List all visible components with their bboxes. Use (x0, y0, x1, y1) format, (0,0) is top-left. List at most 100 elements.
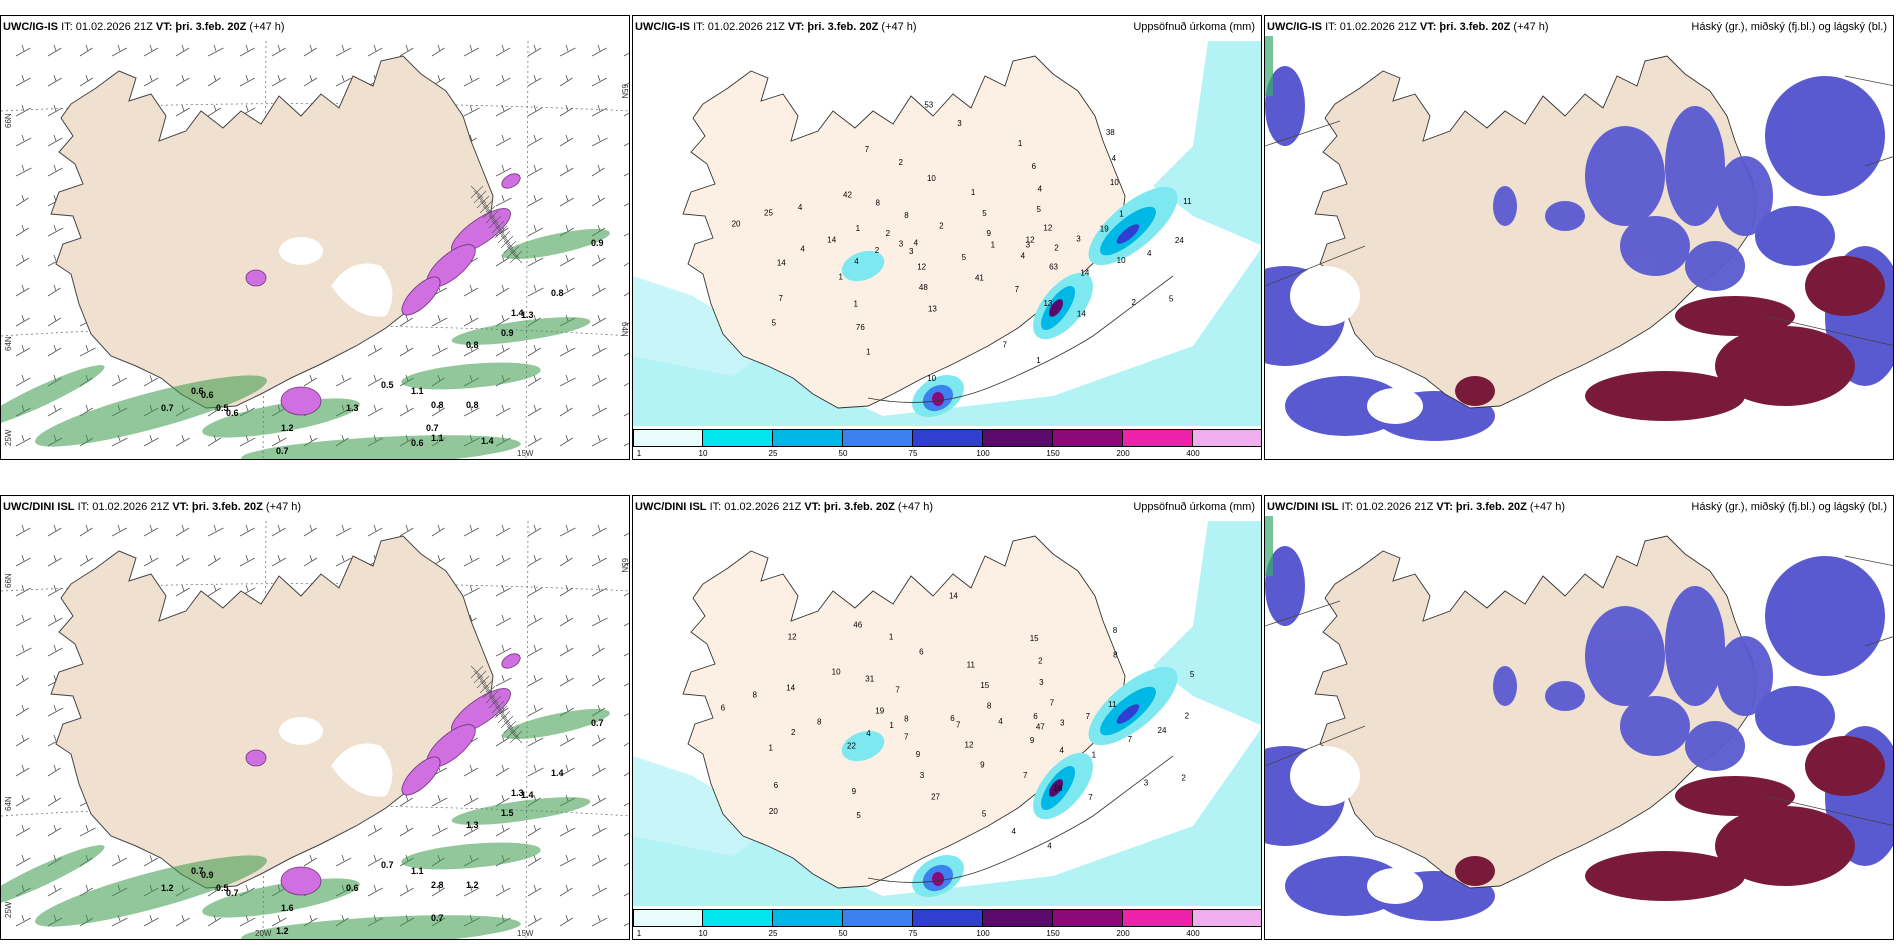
precip-value: 1 (971, 188, 976, 197)
precip-value: 25 (764, 209, 773, 218)
lat-label-right: 65N (620, 84, 629, 99)
precip-value: 5 (982, 809, 987, 818)
wind-value: 0.7 (591, 718, 604, 728)
precip-value: 8 (752, 691, 757, 700)
precip-value: 7 (1086, 712, 1091, 721)
precip-value: 13 (1043, 299, 1052, 308)
precip-value: 14 (1080, 269, 1089, 278)
panel-title: UWC/DINI ISL IT: 01.02.2026 21Z VT: þri.… (635, 501, 934, 513)
precip-value: 4 (798, 203, 803, 212)
colorbar-swatch (1053, 429, 1123, 447)
wind-value: 0.7 (426, 423, 439, 433)
colorbar-tick-label: 200 (1116, 449, 1130, 458)
precip-value: 10 (1110, 178, 1119, 187)
precip-value: 9 (980, 761, 985, 770)
precip-value: 6 (919, 648, 924, 657)
precip-value: 1 (889, 632, 894, 641)
precip-value: 14 (949, 592, 958, 601)
lat-label: 66N (4, 113, 13, 128)
colorbar-swatch (703, 429, 773, 447)
wind-value: 1.6 (281, 903, 294, 913)
precip-value: 8 (987, 702, 992, 711)
precip-value: 5 (1036, 205, 1041, 214)
precip-value: 41 (975, 273, 984, 282)
precip-value: 1 (769, 744, 774, 753)
colorbar-tick-label: 10 (698, 929, 708, 938)
colorbar-frame (633, 429, 1261, 447)
wind-value: 2.8 (431, 880, 444, 890)
precip-colorbar: 1 10 25 50 75 100 150 200 400 (633, 429, 1261, 458)
precip-value: 76 (856, 323, 865, 332)
precip-value: 6 (950, 714, 955, 723)
precip-value: 7 (1023, 771, 1028, 780)
precip-value: 47 (1036, 722, 1045, 731)
precip-value: 1 (839, 273, 844, 282)
colorbar-swatch (913, 909, 983, 927)
wind-value: 0.7 (226, 888, 239, 898)
colorbar-tick-label: 150 (1046, 449, 1060, 458)
precip-value: 6 (721, 703, 726, 712)
lon-label: 20W (255, 929, 272, 938)
precip-value: 7 (865, 145, 870, 154)
colorbar-swatch (633, 909, 703, 927)
precip-value: 24 (1158, 726, 1167, 735)
precip-value: 2 (875, 246, 880, 255)
wind-value: 1.4 (481, 436, 494, 446)
precip-value: 9 (986, 229, 991, 238)
precip-value: 7 (1002, 340, 1007, 349)
precip-value: 11 (1108, 700, 1117, 709)
precip-value: 1 (889, 721, 894, 730)
precip-value: 10 (927, 174, 936, 183)
precip-value: 14 (1077, 310, 1086, 319)
precip-value: 8 (817, 717, 822, 726)
colorbar-swatch (1053, 909, 1123, 927)
colorbar-swatch (1123, 429, 1193, 447)
colorbar-swatch (773, 909, 843, 927)
panel-cloud-igis: UWC/IG-IS IT: 01.02.2026 21Z VT: þri. 3.… (1264, 15, 1894, 460)
precip-value: 2 (1054, 244, 1059, 253)
precip-value: 14 (827, 236, 836, 245)
precip-value: 9 (1030, 736, 1035, 745)
panel-title: UWC/DINI ISL IT: 01.02.2026 21Z VT: þri.… (3, 501, 302, 513)
precip-value: 3 (920, 771, 925, 780)
precip-value: 8 (876, 199, 881, 208)
precip-value: 1 (853, 300, 858, 309)
precip-value: 5 (1190, 670, 1195, 679)
wind-value: 0.9 (591, 238, 604, 248)
precip-value: 5 (1169, 295, 1174, 304)
precip-value: 12 (965, 741, 974, 750)
precip-value: 4 (1038, 184, 1043, 193)
panel-title: UWC/DINI ISL IT: 01.02.2026 21Z VT: þri.… (1267, 501, 1566, 513)
precip-value: 12 (1026, 236, 1035, 245)
precip-value: 8 (1113, 651, 1118, 660)
precip-value: 2 (886, 229, 891, 238)
wind-value: 0.6 (201, 390, 214, 400)
wind-value: 1.3 (466, 820, 479, 830)
wind-value: 1.2 (161, 883, 174, 893)
precip-value: 20 (769, 807, 778, 816)
precip-value: 2 (791, 728, 796, 737)
precip-value: 2 (898, 158, 903, 167)
lat-label: 66N (4, 573, 13, 588)
precip-value: 6 (1033, 712, 1038, 721)
precip-value: 2 (1185, 712, 1190, 721)
precip-value: 19 (875, 706, 884, 715)
precip-value: 4 (998, 717, 1003, 726)
colorbar-tick-label: 75 (908, 929, 918, 938)
wind-value: 1.4 (551, 768, 564, 778)
wind-value: 0.8 (466, 340, 479, 350)
precip-value: 4 (1147, 249, 1152, 258)
colorbar-tick-label: 1 (636, 449, 642, 458)
colorbar-swatch (913, 429, 983, 447)
wind-value: 0.7 (431, 913, 444, 923)
precip-value: 20 (732, 220, 741, 229)
colorbar-swatch (703, 909, 773, 927)
colorbar-tick-label: 25 (768, 449, 778, 458)
precip-value: 4 (1012, 827, 1017, 836)
precip-value: 4 (1047, 842, 1052, 851)
wind-value: 0.7 (191, 866, 204, 876)
lat-label-right: 65N (620, 558, 629, 573)
panel-field-title: Uppsöfnuð úrkoma (mm) (1133, 501, 1255, 513)
precip-value: 8 (904, 211, 909, 220)
precip-value: 7 (1088, 793, 1093, 802)
